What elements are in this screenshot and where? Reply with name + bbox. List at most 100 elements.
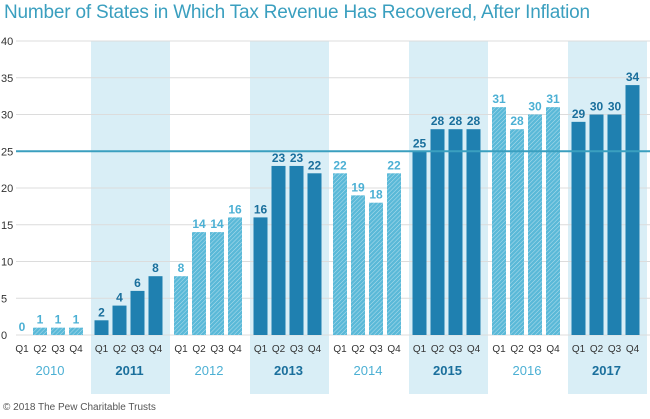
y-tick-label: 35 (1, 73, 13, 85)
y-tick-label: 25 (1, 146, 13, 158)
quarter-label: Q2 (33, 344, 47, 355)
quarter-label: Q2 (431, 344, 445, 355)
data-label: 6 (134, 276, 141, 290)
bar-2013-Q4 (307, 173, 322, 335)
bar-2015-Q3 (448, 129, 463, 335)
bar-2015-Q4 (466, 129, 481, 335)
data-label: 18 (369, 188, 383, 202)
bars (33, 85, 640, 336)
data-label: 22 (308, 158, 322, 172)
y-tick-label: 30 (1, 110, 13, 122)
bar-2014-Q4 (387, 173, 401, 335)
quarter-label: Q3 (369, 344, 383, 355)
quarter-label: Q1 (572, 344, 586, 355)
year-band-2011 (91, 41, 170, 394)
bar-2017-Q1 (571, 121, 586, 335)
bar-2014-Q1 (333, 173, 347, 335)
bar-2016-Q4 (546, 107, 560, 336)
data-label: 19 (351, 180, 365, 194)
data-label: 30 (590, 100, 604, 114)
y-tick-label: 5 (1, 293, 7, 305)
data-label: 30 (608, 100, 622, 114)
data-label: 8 (152, 261, 159, 275)
data-label: 30 (528, 100, 542, 114)
data-label: 22 (387, 158, 401, 172)
quarter-label: Q2 (113, 344, 127, 355)
bar-2016-Q1 (492, 107, 506, 336)
year-label-2017: 2017 (592, 363, 621, 378)
data-label: 4 (116, 291, 123, 305)
quarter-label: Q1 (333, 344, 347, 355)
bar-2012-Q4 (228, 217, 242, 335)
data-label: 31 (546, 92, 560, 106)
quarter-label: Q3 (608, 344, 622, 355)
quarter-label: Q2 (510, 344, 524, 355)
bar-2013-Q3 (289, 165, 304, 335)
bar-2014-Q3 (369, 202, 383, 335)
x-axis-ticks: Q1 Q2 Q3 Q4 2010 Q1 Q2 Q3 Q4 2011 Q1 Q2 Q3 Q4 2012 Q1 Q2… (15, 344, 639, 378)
bar-2012-Q2 (192, 232, 206, 335)
data-label: 25 (413, 136, 427, 150)
year-label-2012: 2012 (195, 363, 224, 378)
data-label: 1 (73, 313, 80, 327)
quarter-label: Q1 (254, 344, 268, 355)
bar-2015-Q2 (430, 129, 445, 335)
quarter-label: Q2 (272, 344, 286, 355)
bar-2016-Q2 (510, 129, 524, 335)
bar-2011-Q3 (130, 290, 145, 335)
quarter-label: Q2 (351, 344, 365, 355)
quarter-label: Q2 (590, 344, 604, 355)
data-label: 28 (431, 114, 445, 128)
y-tick-label: 15 (1, 220, 13, 232)
data-label: 29 (572, 107, 586, 121)
data-label: 28 (467, 114, 481, 128)
y-tick-label: 0 (1, 330, 7, 342)
data-label: 31 (492, 92, 506, 106)
data-label: 34 (626, 70, 640, 84)
quarter-label: Q3 (131, 344, 145, 355)
data-label: 22 (333, 158, 347, 172)
bar-2017-Q4 (625, 85, 640, 335)
bar-2010-Q4 (69, 327, 83, 335)
data-label: 28 (510, 114, 524, 128)
quarter-label: Q4 (467, 344, 481, 355)
chart-title: Number of States in Which Tax Revenue Ha… (4, 2, 590, 23)
bar-2013-Q1 (253, 217, 268, 335)
bar-2016-Q3 (528, 114, 542, 335)
quarter-label: Q4 (626, 344, 640, 355)
copyright-footer: © 2018 The Pew Charitable Trusts (3, 402, 156, 413)
bar-2013-Q2 (271, 165, 286, 335)
data-label: 23 (290, 151, 304, 165)
y-axis-ticks: 0 5 10 15 20 25 30 35 40 (1, 36, 13, 342)
data-label: 16 (228, 202, 242, 216)
quarter-label: Q1 (413, 344, 427, 355)
data-label: 14 (192, 217, 206, 231)
quarter-label: Q4 (149, 344, 163, 355)
data-label: 1 (37, 313, 44, 327)
quarter-label: Q3 (210, 344, 224, 355)
bar-2011-Q2 (112, 305, 127, 335)
data-label: 16 (254, 202, 268, 216)
bar-2010-Q3 (51, 327, 65, 335)
quarter-label: Q1 (15, 344, 29, 355)
year-label-2016: 2016 (513, 363, 542, 378)
bar-2011-Q1 (94, 320, 109, 335)
quarter-label: Q4 (387, 344, 401, 355)
quarter-label: Q3 (51, 344, 65, 355)
bar-2015-Q1 (412, 151, 427, 335)
bar-2014-Q2 (351, 195, 365, 335)
data-label: 23 (272, 151, 286, 165)
bar-2010-Q2 (33, 327, 47, 335)
year-label-2013: 2013 (274, 363, 303, 378)
quarter-label: Q4 (69, 344, 83, 355)
quarter-label: Q1 (95, 344, 109, 355)
y-tick-label: 20 (1, 183, 13, 195)
quarter-label: Q1 (174, 344, 188, 355)
quarter-label: Q1 (492, 344, 506, 355)
quarter-label: Q2 (192, 344, 206, 355)
quarter-label: Q4 (546, 344, 560, 355)
quarter-label: Q4 (228, 344, 242, 355)
data-label: 0 (19, 320, 26, 334)
